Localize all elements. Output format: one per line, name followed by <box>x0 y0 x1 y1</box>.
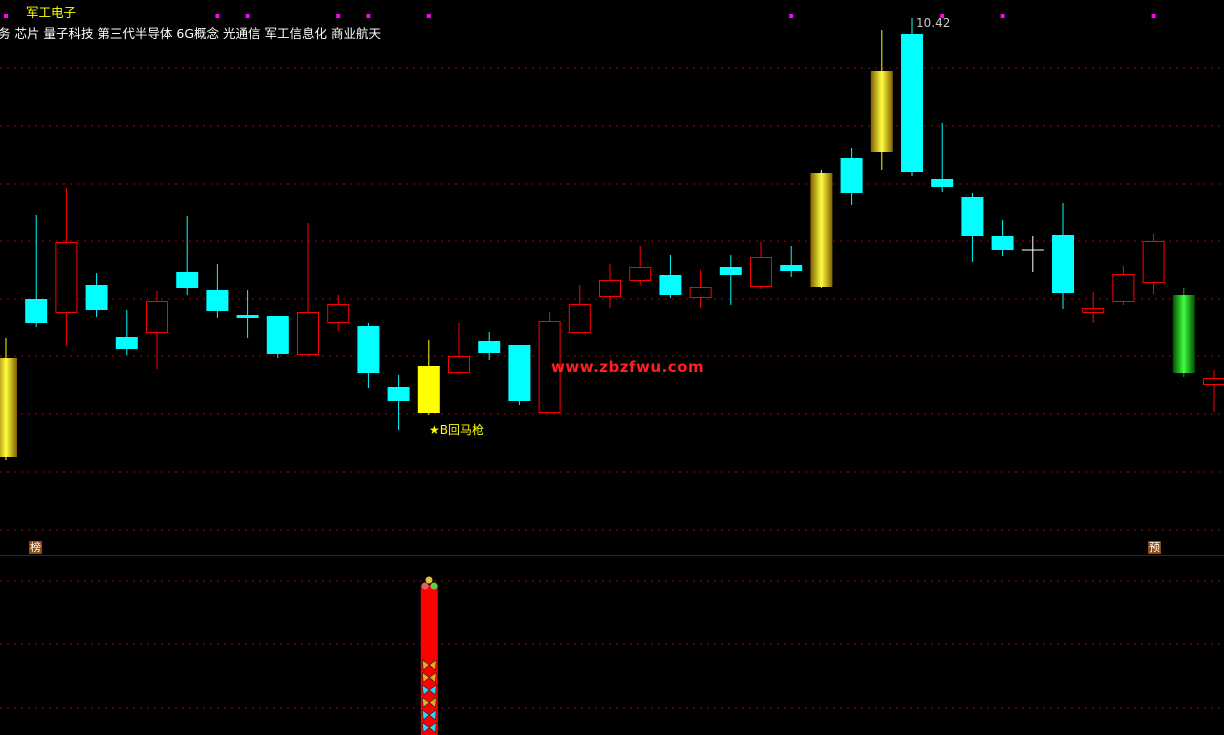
candle-body-down <box>85 285 108 310</box>
candle-body-up <box>327 304 350 323</box>
candle-body-up <box>448 356 470 373</box>
candle-body-up <box>1203 378 1224 385</box>
candle-body-special <box>870 71 893 152</box>
signal-label: ★B回马枪 <box>429 423 484 437</box>
candle-body-down <box>25 299 48 323</box>
candle-body-down <box>840 158 863 193</box>
butterfly-cyan-icon <box>421 684 437 696</box>
candle-body-up <box>1142 241 1165 283</box>
candle-body-up <box>297 312 319 355</box>
candle-body-down <box>931 179 954 187</box>
butterfly-cyan-icon <box>421 721 437 734</box>
candle-body-up <box>55 242 78 313</box>
candle-body-up <box>1112 274 1135 302</box>
right-tag: 预 <box>1148 541 1161 554</box>
indicator-bar <box>420 585 438 735</box>
candle-body-up <box>689 287 712 298</box>
candle-body-special <box>417 366 440 413</box>
candle-body-down <box>387 387 410 401</box>
marker-dot <box>1151 14 1156 18</box>
marker-dot <box>336 14 341 18</box>
candle-body-down <box>357 326 380 373</box>
marker-dot <box>426 14 431 18</box>
ball-icon <box>421 582 429 590</box>
marker-dot <box>245 14 250 18</box>
candle-body-down <box>478 341 501 353</box>
marker-dot <box>789 14 794 18</box>
left-tag: 榜 <box>29 541 42 554</box>
candle-body-down <box>991 236 1014 250</box>
candle-body-up <box>599 280 621 297</box>
concept-overlay: 军工电子 <box>26 5 77 20</box>
candle-body-special <box>810 173 833 287</box>
candle-body-down <box>206 290 229 311</box>
marker-dot <box>940 14 945 18</box>
marker-dot <box>1000 14 1005 18</box>
concept-tags: 务 芯片 量子科技 第三代半导体 6G概念 光通信 军工信息化 商业航天 <box>0 26 381 41</box>
candle-body-down <box>659 275 682 295</box>
candle-body-down <box>1052 235 1074 293</box>
candle-body-up <box>146 301 168 333</box>
candle-body-down <box>961 197 984 236</box>
candle-body-special <box>0 358 17 457</box>
ball-icon <box>425 576 433 584</box>
candle-body-up <box>538 321 561 413</box>
candle-body-down <box>780 265 803 271</box>
marker-dot <box>215 14 220 18</box>
candle-body-up <box>1082 308 1105 313</box>
candle-body-down <box>176 272 199 288</box>
candle-body-down <box>508 345 531 401</box>
candle-body-down <box>719 267 742 275</box>
watermark: www.zbzfwu.com <box>551 358 705 376</box>
candle-body-down <box>115 337 138 349</box>
high-price-label: 10.42 <box>916 16 951 30</box>
marker-dot <box>4 14 8 18</box>
candle-body-up <box>629 267 652 281</box>
butterfly-yellow-icon <box>421 671 437 684</box>
ball-icon <box>430 582 438 590</box>
candle-body-up <box>750 257 772 287</box>
candle-body-up <box>568 304 591 333</box>
candle-body-down <box>266 316 289 354</box>
butterfly-yellow-icon <box>421 659 437 671</box>
candle-body-special <box>1172 295 1195 373</box>
butterfly-yellow-icon <box>421 696 437 709</box>
candle-body-down <box>901 34 923 172</box>
candle-body-down <box>236 315 259 318</box>
marker-dot <box>366 14 371 18</box>
butterfly-cyan-icon <box>421 709 437 721</box>
